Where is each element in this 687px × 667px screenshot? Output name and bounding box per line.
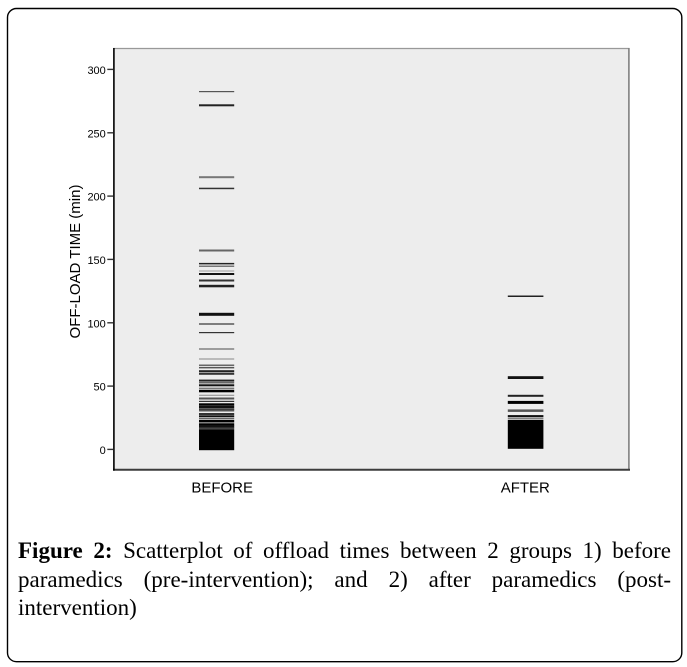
svg-text:OFF-LOAD TIME (min): OFF-LOAD TIME (min) xyxy=(67,185,84,339)
svg-text:200: 200 xyxy=(87,192,105,204)
svg-text:0: 0 xyxy=(100,445,106,457)
svg-text:50: 50 xyxy=(94,382,106,394)
svg-text:AFTER: AFTER xyxy=(501,480,550,497)
svg-text:150: 150 xyxy=(87,255,105,267)
svg-text:BEFORE: BEFORE xyxy=(191,480,253,497)
svg-text:300: 300 xyxy=(87,65,105,77)
svg-text:250: 250 xyxy=(87,128,105,140)
svg-text:100: 100 xyxy=(87,318,105,330)
